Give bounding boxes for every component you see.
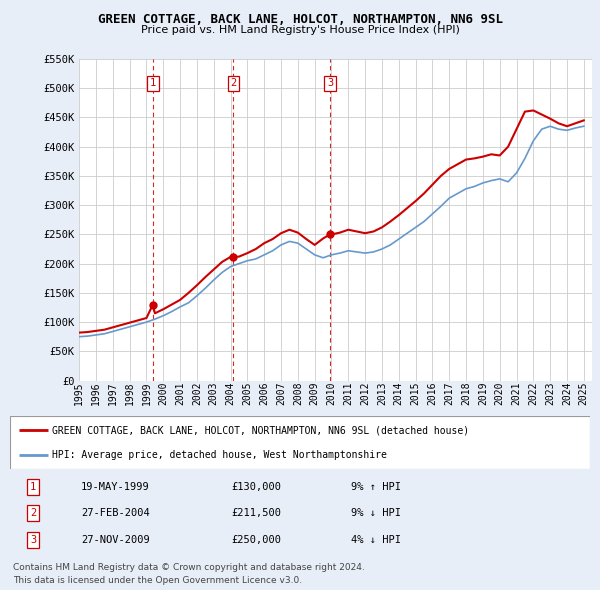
- Text: 9% ↓ HPI: 9% ↓ HPI: [351, 508, 401, 518]
- Text: GREEN COTTAGE, BACK LANE, HOLCOT, NORTHAMPTON, NN6 9SL: GREEN COTTAGE, BACK LANE, HOLCOT, NORTHA…: [97, 13, 503, 26]
- Text: Price paid vs. HM Land Registry's House Price Index (HPI): Price paid vs. HM Land Registry's House …: [140, 25, 460, 35]
- Text: HPI: Average price, detached house, West Northamptonshire: HPI: Average price, detached house, West…: [52, 450, 387, 460]
- Text: 2: 2: [230, 78, 236, 88]
- Text: This data is licensed under the Open Government Licence v3.0.: This data is licensed under the Open Gov…: [13, 576, 302, 585]
- Text: 4% ↓ HPI: 4% ↓ HPI: [351, 535, 401, 545]
- Text: 1: 1: [150, 78, 156, 88]
- Text: 2: 2: [30, 508, 36, 518]
- Text: £250,000: £250,000: [231, 535, 281, 545]
- Text: GREEN COTTAGE, BACK LANE, HOLCOT, NORTHAMPTON, NN6 9SL (detached house): GREEN COTTAGE, BACK LANE, HOLCOT, NORTHA…: [52, 425, 469, 435]
- Text: 3: 3: [327, 78, 333, 88]
- FancyBboxPatch shape: [10, 416, 590, 469]
- Text: Contains HM Land Registry data © Crown copyright and database right 2024.: Contains HM Land Registry data © Crown c…: [13, 563, 365, 572]
- Text: 27-NOV-2009: 27-NOV-2009: [81, 535, 150, 545]
- Text: 27-FEB-2004: 27-FEB-2004: [81, 508, 150, 518]
- Text: 9% ↑ HPI: 9% ↑ HPI: [351, 482, 401, 492]
- Text: £211,500: £211,500: [231, 508, 281, 518]
- Text: 19-MAY-1999: 19-MAY-1999: [81, 482, 150, 492]
- Text: £130,000: £130,000: [231, 482, 281, 492]
- Text: 1: 1: [30, 482, 36, 492]
- Text: 3: 3: [30, 535, 36, 545]
